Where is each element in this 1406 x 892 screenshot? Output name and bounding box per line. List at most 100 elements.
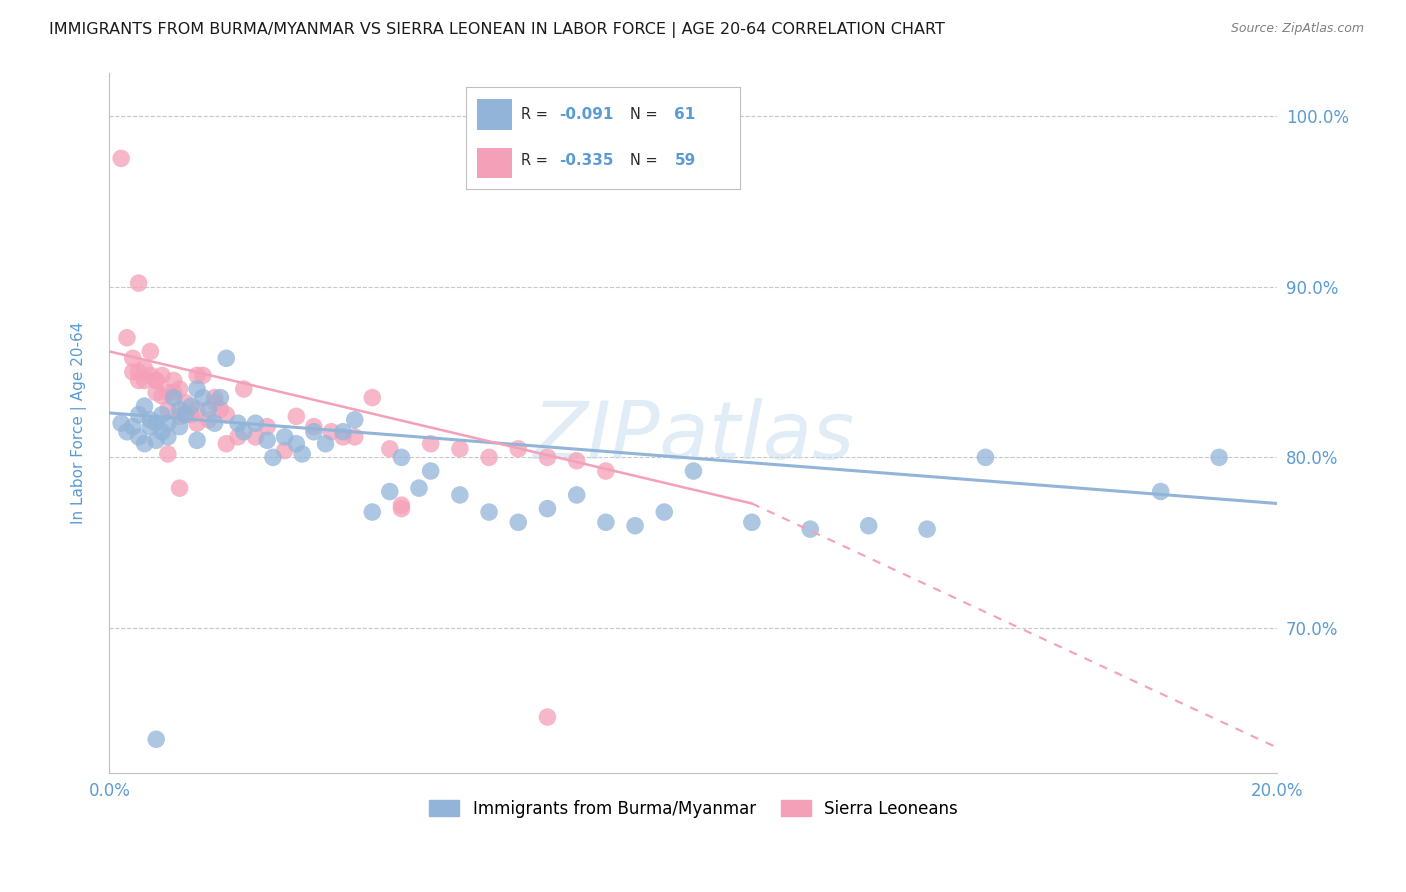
Point (150, 389, 173, 403)
Point (232, 382, 254, 396)
Point (121, 365, 143, 379)
Point (209, 402, 232, 417)
Point (134, 436, 156, 450)
Legend: Immigrants from Burma/Myanmar, Sierra Leoneans: Immigrants from Burma/Myanmar, Sierra Le… (423, 793, 965, 824)
Point (378, 442, 401, 456)
Point (121, 351, 143, 366)
Point (115, 425, 138, 439)
Point (115, 331, 138, 345)
Point (191, 391, 214, 405)
Point (419, 464, 441, 478)
Point (145, 385, 167, 400)
Point (163, 374, 186, 388)
Point (273, 430, 295, 444)
Point (110, 152, 132, 166)
Point (332, 425, 354, 439)
Point (226, 430, 249, 444)
Point (321, 425, 343, 439)
Point (145, 732, 167, 747)
Point (169, 402, 191, 417)
Point (163, 385, 186, 400)
Text: IMMIGRANTS FROM BURMA/MYANMAR VS SIERRA LEONEAN IN LABOR FORCE | AGE 20-64 CORRE: IMMIGRANTS FROM BURMA/MYANMAR VS SIERRA … (49, 22, 945, 38)
Point (343, 413, 366, 427)
Point (128, 365, 150, 379)
Point (145, 374, 167, 388)
Point (169, 409, 191, 424)
Point (145, 434, 167, 448)
Text: ZIPatlas: ZIPatlas (533, 398, 855, 476)
Point (128, 276, 150, 290)
Point (408, 481, 430, 495)
Point (536, 501, 558, 516)
Point (156, 416, 179, 430)
Point (391, 498, 413, 512)
Point (565, 454, 588, 468)
Point (174, 408, 197, 422)
Point (974, 450, 997, 465)
Point (508, 442, 530, 456)
Point (215, 351, 238, 366)
Point (391, 450, 413, 465)
Point (174, 395, 197, 409)
Point (536, 710, 558, 724)
Point (209, 391, 232, 405)
Point (180, 399, 202, 413)
Point (150, 368, 173, 383)
Point (419, 436, 441, 450)
Point (204, 391, 226, 405)
Point (156, 430, 179, 444)
Point (449, 442, 471, 456)
Point (156, 385, 179, 400)
Point (565, 488, 588, 502)
Point (134, 399, 156, 413)
Point (163, 391, 186, 405)
Point (508, 516, 530, 530)
Point (1150, 484, 1173, 499)
Point (478, 450, 501, 465)
Point (595, 516, 617, 530)
Point (197, 413, 219, 427)
Point (139, 344, 162, 359)
Point (169, 419, 191, 434)
Point (139, 368, 162, 383)
Y-axis label: In Labor Force | Age 20-64: In Labor Force | Age 20-64 (72, 322, 87, 524)
Point (156, 447, 179, 461)
Point (262, 450, 284, 465)
Point (302, 419, 325, 434)
Point (682, 464, 704, 478)
Point (391, 501, 413, 516)
Point (741, 516, 763, 530)
Point (186, 434, 208, 448)
Point (361, 505, 384, 519)
Point (139, 419, 162, 434)
Point (191, 368, 214, 383)
Point (652, 505, 675, 519)
Point (245, 416, 267, 430)
Point (128, 430, 150, 444)
Point (536, 450, 558, 465)
Point (204, 416, 226, 430)
Point (226, 416, 249, 430)
Text: Source: ZipAtlas.com: Source: ZipAtlas.com (1230, 22, 1364, 36)
Point (128, 374, 150, 388)
Point (186, 368, 208, 383)
Point (595, 464, 617, 478)
Point (145, 416, 167, 430)
Point (156, 402, 179, 417)
Point (197, 402, 219, 417)
Point (180, 408, 202, 422)
Point (256, 434, 278, 448)
Point (128, 408, 150, 422)
Point (139, 413, 162, 427)
Point (145, 374, 167, 388)
Point (121, 419, 143, 434)
Point (478, 505, 501, 519)
Point (186, 382, 208, 396)
Point (169, 481, 191, 495)
Point (858, 518, 880, 533)
Point (915, 522, 938, 536)
Point (315, 436, 337, 450)
Point (799, 522, 821, 536)
Point (273, 443, 295, 458)
Point (449, 488, 471, 502)
